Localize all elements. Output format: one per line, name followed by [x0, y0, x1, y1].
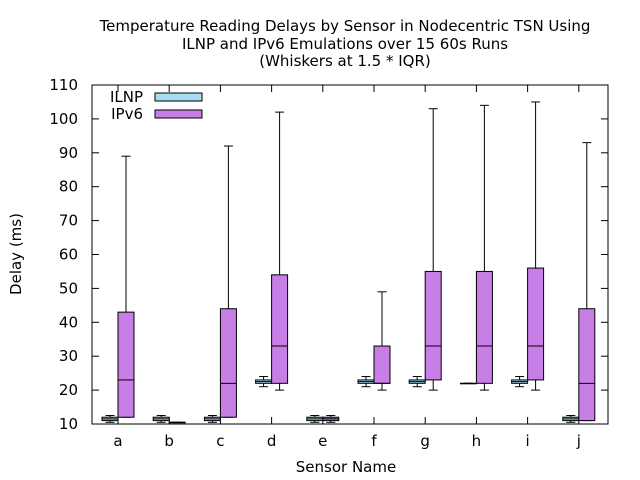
y-tick-label: 40 [59, 313, 78, 331]
ipv6-box-a [117, 311, 135, 418]
ipv6-box-h [475, 270, 493, 384]
y-tick-label: 60 [59, 246, 78, 264]
y-tick-label: 30 [59, 347, 78, 365]
y-tick-label: 20 [59, 381, 78, 399]
plot-area: 10 20 30 40 50 60 70 80 90 100 110 a b c d e f g h i j ILNPIP… [49, 76, 609, 450]
x-tick-label: h [472, 432, 482, 450]
y-tick-label: 100 [49, 110, 78, 128]
x-tick-label: g [420, 432, 430, 450]
x-tick-label: c [216, 432, 224, 450]
x-tick-label: a [113, 432, 122, 450]
legend-swatch-ipv6 [154, 109, 203, 119]
ipv6-box-d [271, 274, 289, 384]
y-tick-label: 110 [49, 76, 78, 94]
chart-title-line-3: (Whiskers at 1.5 * IQR) [259, 52, 431, 70]
x-axis-label: Sensor Name [296, 458, 396, 476]
x-tick-label: b [164, 432, 174, 450]
ipv6-box-j [578, 308, 596, 422]
x-tick-label: d [267, 432, 277, 450]
ipv6-box-f [373, 345, 391, 384]
y-tick-label: 50 [59, 279, 78, 297]
y-tick-label: 90 [59, 144, 78, 162]
legend-label-ilnp: ILNP [110, 88, 143, 106]
legend-swatch-ilnp [154, 92, 203, 102]
y-tick-label: 80 [59, 178, 78, 196]
ipv6-box-c [219, 308, 237, 418]
ipv6-box-i [527, 267, 545, 381]
y-tick-label: 70 [59, 212, 78, 230]
y-tick-label: 10 [59, 415, 78, 433]
y-axis-label: Delay (ms) [7, 213, 25, 295]
x-tick-label: f [371, 432, 377, 450]
ipv6-box-g [424, 270, 442, 381]
chart-title-line-2: ILNP and IPv6 Emulations over 15 60s Run… [182, 35, 508, 53]
legend-label-ipv6: IPv6 [111, 105, 143, 123]
chart-title: Temperature Reading Delays by Sensor in … [99, 17, 591, 70]
chart-title-line-1: Temperature Reading Delays by Sensor in … [99, 17, 591, 35]
x-tick-label: i [526, 432, 530, 450]
x-tick-label: e [318, 432, 327, 450]
x-tick-label: j [576, 432, 581, 450]
